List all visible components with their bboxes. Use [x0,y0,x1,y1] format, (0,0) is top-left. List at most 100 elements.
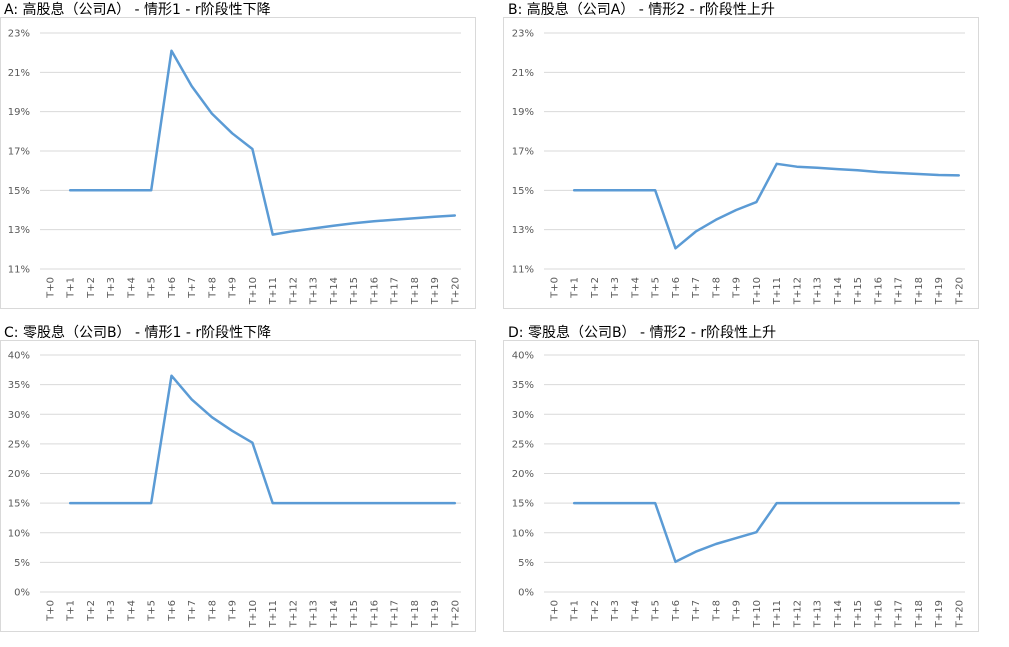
y-tick-label: 0% [518,588,534,599]
x-tick-label: T+12 [792,277,803,305]
x-tick-label: T+13 [309,277,320,305]
x-tick-label: T+6 [671,277,682,299]
x-tick-label: T+7 [691,277,702,299]
x-tick-label: T+19 [430,277,441,305]
x-tick-label: T+17 [390,277,401,305]
y-tick-label: 25% [8,439,30,450]
y-tick-label: 35% [8,380,30,391]
y-tick-label: 5% [14,558,30,569]
x-tick-label: T+12 [792,600,803,628]
x-tick-label: T+7 [691,600,702,622]
y-tick-label: 10% [8,528,30,539]
x-tick-label: T+11 [772,277,783,305]
y-tick-label: 15% [512,499,534,510]
x-tick-label: T+19 [934,600,945,628]
series-line [68,49,457,236]
x-tick-label: T+8 [207,600,218,622]
x-tick-label: T+1 [570,277,581,299]
x-tick-label: T+18 [410,600,421,628]
y-tick-label: 35% [512,380,534,391]
x-tick-label: T+13 [813,600,824,628]
y-tick-label: 40% [8,351,30,362]
x-tick-label: T+6 [167,600,178,622]
y-tick-label: 21% [8,68,30,79]
y-tick-label: 15% [8,499,30,510]
y-tick-label: 13% [512,225,534,236]
x-tick-label: T+20 [450,277,461,305]
x-tick-label: T+8 [711,600,722,622]
x-tick-label: T+20 [954,277,965,305]
y-tick-label: 17% [8,147,30,158]
x-tick-label: T+2 [86,277,97,299]
x-tick-label: T+10 [752,277,763,305]
series-line [572,162,961,250]
x-tick-label: T+15 [853,277,864,305]
x-tick-label: T+4 [630,277,641,299]
x-tick-label: T+6 [671,600,682,622]
y-tick-label: 40% [512,351,534,362]
x-tick-label: T+18 [410,277,421,305]
x-tick-label: T+1 [570,600,581,622]
x-tick-label: T+19 [934,277,945,305]
y-tick-label: 15% [512,186,534,197]
y-tick-label: 5% [518,558,534,569]
x-tick-label: T+17 [894,277,905,305]
x-tick-label: T+0 [46,277,57,299]
y-tick-label: 17% [512,147,534,158]
x-tick-label: T+5 [147,277,158,299]
x-tick-label: T+10 [248,277,259,305]
x-tick-label: T+5 [651,277,662,299]
x-tick-label: T+3 [610,600,621,622]
chart-title-a: A: 高股息（公司A） - 情形1 - r阶段性下降 [4,2,271,18]
x-tick-label: T+3 [106,277,117,299]
x-tick-label: T+9 [228,600,239,622]
y-tick-label: 20% [512,469,534,480]
y-tick-label: 0% [14,588,30,599]
x-tick-label: T+16 [369,600,380,628]
x-tick-label: T+15 [349,600,360,628]
y-tick-label: 11% [8,265,30,276]
x-tick-label: T+15 [853,600,864,628]
y-tick-label: 25% [512,439,534,450]
y-tick-label: 15% [8,186,30,197]
x-tick-label: T+14 [833,277,844,305]
x-tick-label: T+17 [390,600,401,628]
x-tick-label: T+11 [772,600,783,628]
series-line [68,374,457,505]
x-tick-label: T+9 [228,277,239,299]
x-tick-label: T+10 [752,600,763,628]
x-tick-label: T+18 [914,277,925,305]
x-tick-label: T+19 [430,600,441,628]
chart-title-d: D: 零股息（公司B） - 情形2 - r阶段性上升 [508,325,777,341]
chart-title-c: C: 零股息（公司B） - 情形1 - r阶段性下降 [4,325,272,341]
x-tick-label: T+4 [126,600,137,622]
x-tick-label: T+2 [590,277,601,299]
y-tick-label: 11% [512,265,534,276]
y-tick-label: 20% [8,469,30,480]
x-tick-label: T+14 [329,277,340,305]
chart-panel-d [503,340,979,632]
x-tick-label: T+12 [288,277,299,305]
x-tick-label: T+11 [268,600,279,628]
x-tick-label: T+0 [550,600,561,622]
x-tick-label: T+13 [309,600,320,628]
x-tick-label: T+17 [894,600,905,628]
x-tick-label: T+20 [450,600,461,628]
x-tick-label: T+5 [147,600,158,622]
series-line [572,501,961,564]
x-tick-label: T+14 [833,600,844,628]
x-tick-label: T+6 [167,277,178,299]
y-tick-label: 30% [512,410,534,421]
x-tick-label: T+20 [954,600,965,628]
y-tick-label: 13% [8,225,30,236]
x-tick-label: T+5 [651,600,662,622]
x-tick-label: T+16 [873,277,884,305]
x-tick-label: T+15 [349,277,360,305]
x-tick-label: T+7 [187,277,198,299]
x-tick-label: T+16 [873,600,884,628]
x-tick-label: T+4 [126,277,137,299]
y-tick-label: 23% [8,29,30,40]
